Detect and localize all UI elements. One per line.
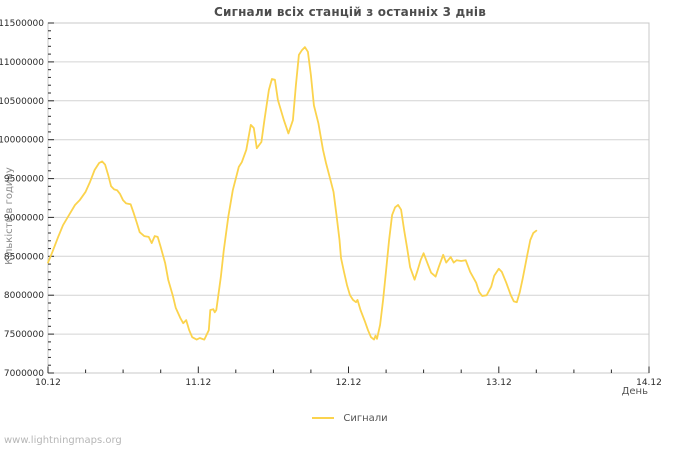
chart-title: Сигнали всіх станцій з останніх 3 днів <box>213 5 487 19</box>
y-axis-ticks: 7000000 7500000 8000000 8500000 9000000 95000… <box>0 19 54 379</box>
svg-text:10500000: 10500000 <box>0 97 44 107</box>
x-axis-label: День <box>621 386 648 397</box>
svg-text:13.12: 13.12 <box>486 378 512 388</box>
signal-line <box>47 46 538 341</box>
svg-text:8000000: 8000000 <box>4 291 44 301</box>
svg-text:14.12: 14.12 <box>636 378 662 388</box>
svg-text:10000000: 10000000 <box>0 136 44 146</box>
svg-text:7000000: 7000000 <box>4 369 44 379</box>
svg-text:9500000: 9500000 <box>4 175 44 185</box>
legend-label: Сигнали <box>343 412 388 424</box>
svg-text:8500000: 8500000 <box>4 252 44 262</box>
svg-text:7500000: 7500000 <box>4 330 44 340</box>
watermark: www.lightningmaps.org <box>4 435 122 446</box>
svg-text:10.12: 10.12 <box>35 378 61 388</box>
svg-text:11500000: 11500000 <box>0 19 44 29</box>
svg-text:11000000: 11000000 <box>0 58 44 68</box>
svg-text:11.12: 11.12 <box>185 378 211 388</box>
legend: Сигнали <box>0 411 700 425</box>
grid-lines <box>48 22 649 374</box>
legend-line-swatch <box>312 417 335 419</box>
svg-text:9000000: 9000000 <box>4 213 44 223</box>
x-axis-ticks: 10.12 11.12 12.12 13.12 14.12 <box>35 366 662 388</box>
plot-frame <box>47 22 650 374</box>
svg-text:12.12: 12.12 <box>336 378 362 388</box>
